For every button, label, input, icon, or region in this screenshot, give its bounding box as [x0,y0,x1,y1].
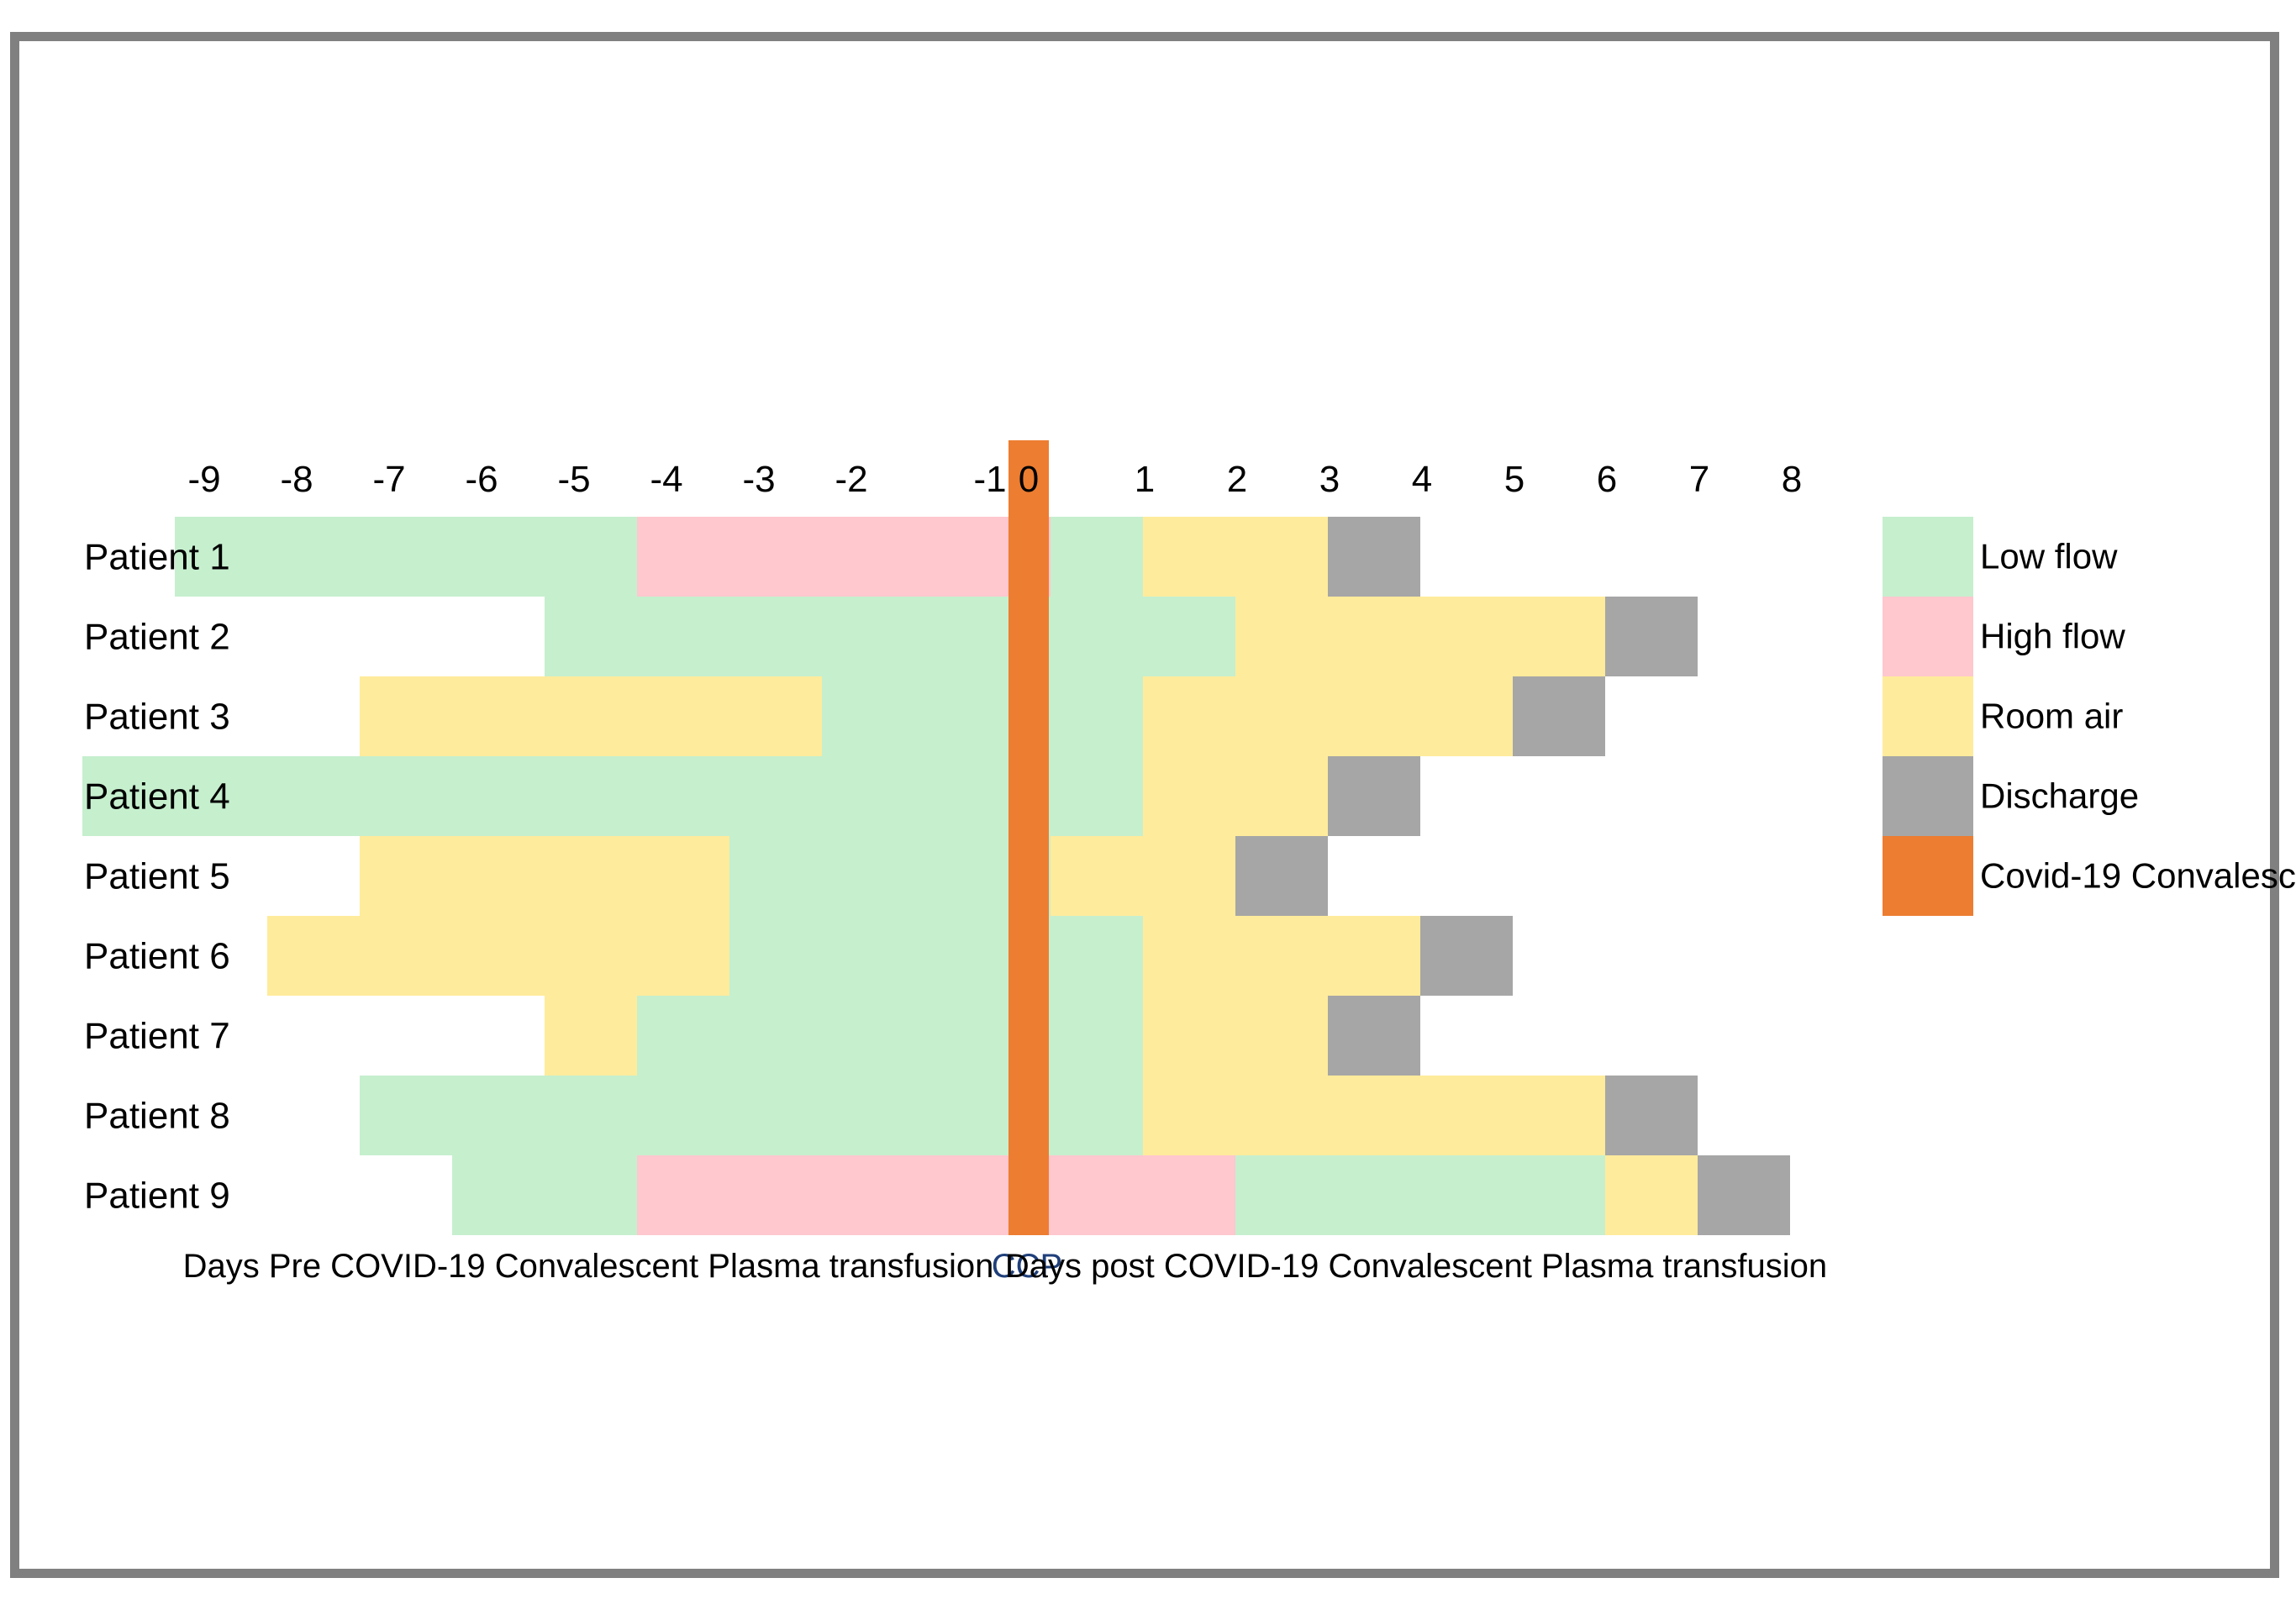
tick-label-7: 7 [1689,459,1709,500]
row-label-patient-7: Patient 7 [84,1016,230,1057]
row-label-patient-2: Patient 2 [84,617,230,658]
bar-patient-1-seg-4 [1328,517,1420,597]
bar-patient-9-seg-0 [452,1155,637,1235]
bar-patient-2-seg-3 [1605,597,1698,676]
bar-patient-3-seg-3 [1143,676,1513,756]
tick-label-minus-2: -2 [835,459,867,500]
tick-label-4: 4 [1412,459,1432,500]
row-label-patient-9: Patient 9 [84,1176,230,1217]
annotation-ccp: CCP [992,1248,1062,1285]
legend-label-discharge: Discharge [1980,776,2139,816]
tick-label-2: 2 [1227,459,1247,500]
legend-swatch-room-air [1883,676,1973,756]
bar-patient-3-seg-0 [360,676,822,756]
row-label-patient-5: Patient 5 [84,856,230,897]
bar-patient-6-seg-4 [1420,916,1513,996]
row-label-patient-6: Patient 6 [84,936,230,977]
tick-label-1: 1 [1135,459,1155,500]
legend-swatch-covid-19-convalescent-plasma [1883,836,1973,916]
row-label-patient-8: Patient 8 [84,1096,230,1137]
bar-patient-6-seg-1 [729,916,1051,996]
legend-label-room-air: Room air [1980,697,2123,736]
bar-patient-7-seg-3 [1143,996,1328,1076]
tick-label-6: 6 [1597,459,1617,500]
annotation-pre: Days Pre COVID-19 Convalescent Plasma tr… [183,1248,994,1285]
ccp-column [1008,440,1049,1235]
bar-patient-7-seg-1 [637,996,1051,1076]
bar-patient-4-seg-2 [1143,756,1328,836]
legend-swatch-high-flow [1883,597,1973,676]
bar-patient-3-seg-2 [1051,676,1143,756]
bar-patient-9-seg-4 [1605,1155,1698,1235]
tick-label-minus-5: -5 [557,459,590,500]
bar-patient-5-seg-1 [729,836,1051,916]
row-label-patient-3: Patient 3 [84,697,230,738]
bar-patient-2-seg-1 [1051,597,1235,676]
tick-label-minus-3: -3 [742,459,775,500]
bar-patient-8-seg-3 [1605,1076,1698,1155]
bar-patient-8-seg-2 [1143,1076,1605,1155]
bar-patient-5-seg-3 [1235,836,1328,916]
bar-patient-5-seg-2 [1051,836,1235,916]
bar-patient-2-seg-0 [545,597,1051,676]
bar-patient-1-seg-1 [637,517,1051,597]
bar-patient-9-seg-3 [1235,1155,1605,1235]
bar-patient-4-seg-0 [82,756,1051,836]
tick-label-8: 8 [1782,459,1802,500]
tick-label-minus-9: -9 [187,459,220,500]
tick-label-minus-8: -8 [280,459,313,500]
bar-patient-5-seg-0 [360,836,729,916]
bar-patient-9-seg-5 [1698,1155,1790,1235]
bar-patient-6-seg-2 [1051,916,1143,996]
bar-patient-7-seg-2 [1051,996,1143,1076]
bar-patient-3-seg-4 [1513,676,1605,756]
tick-label-minus-6: -6 [465,459,498,500]
bar-patient-1-seg-3 [1143,517,1328,597]
legend-swatch-low-flow [1883,517,1973,597]
tick-label-0: 0 [1019,459,1039,500]
legend-swatch-discharge [1883,756,1973,836]
ccp-layer [1008,440,1049,1235]
row-label-patient-4: Patient 4 [84,776,230,818]
bar-patient-8-seg-1 [1051,1076,1143,1155]
bar-patient-6-seg-0 [267,916,729,996]
bar-patient-8-seg-0 [360,1076,1051,1155]
legend: Low flow High flow Room air Discharge Covid-… [1883,517,2296,916]
tick-label-minus-1: -1 [973,459,1006,500]
bar-patient-1-seg-2 [1051,517,1143,597]
bars-layer [82,517,1790,1235]
bar-patient-7-seg-0 [545,996,637,1076]
tick-label-5: 5 [1504,459,1525,500]
tick-label-3: 3 [1319,459,1340,500]
legend-label-high-flow: High flow [1980,617,2125,656]
bar-patient-9-seg-2 [1051,1155,1235,1235]
legend-label-low-flow: Low flow [1980,537,2118,576]
tick-label-minus-7: -7 [372,459,405,500]
bar-patient-2-seg-2 [1235,597,1605,676]
tick-labels: -9 -8 -7 -6 -5 -4 -3 -2 -1 0 1 2 3 4 5 6 7 8 [187,459,1802,500]
bar-patient-1-seg-0 [175,517,637,597]
bar-patient-9-seg-1 [637,1155,1051,1235]
annotation-post: Days post COVID-19 Convalescent Plasma t… [1005,1248,1827,1285]
bar-patient-6-seg-3 [1143,916,1420,996]
tick-label-minus-4: -4 [650,459,682,500]
bar-patient-4-seg-1 [1051,756,1143,836]
row-labels: Patient 1 Patient 2 Patient 3 Patient 4 Pati… [84,537,230,1217]
legend-label-covid-19-convalescent-plasma: Covid-19 Convalescent Plasma [1980,856,2296,896]
row-label-patient-1: Patient 1 [84,537,230,578]
annotations: Days Pre COVID-19 Convalescent Plasma tr… [183,1248,1828,1285]
bar-patient-7-seg-4 [1328,996,1420,1076]
bar-patient-4-seg-3 [1328,756,1420,836]
